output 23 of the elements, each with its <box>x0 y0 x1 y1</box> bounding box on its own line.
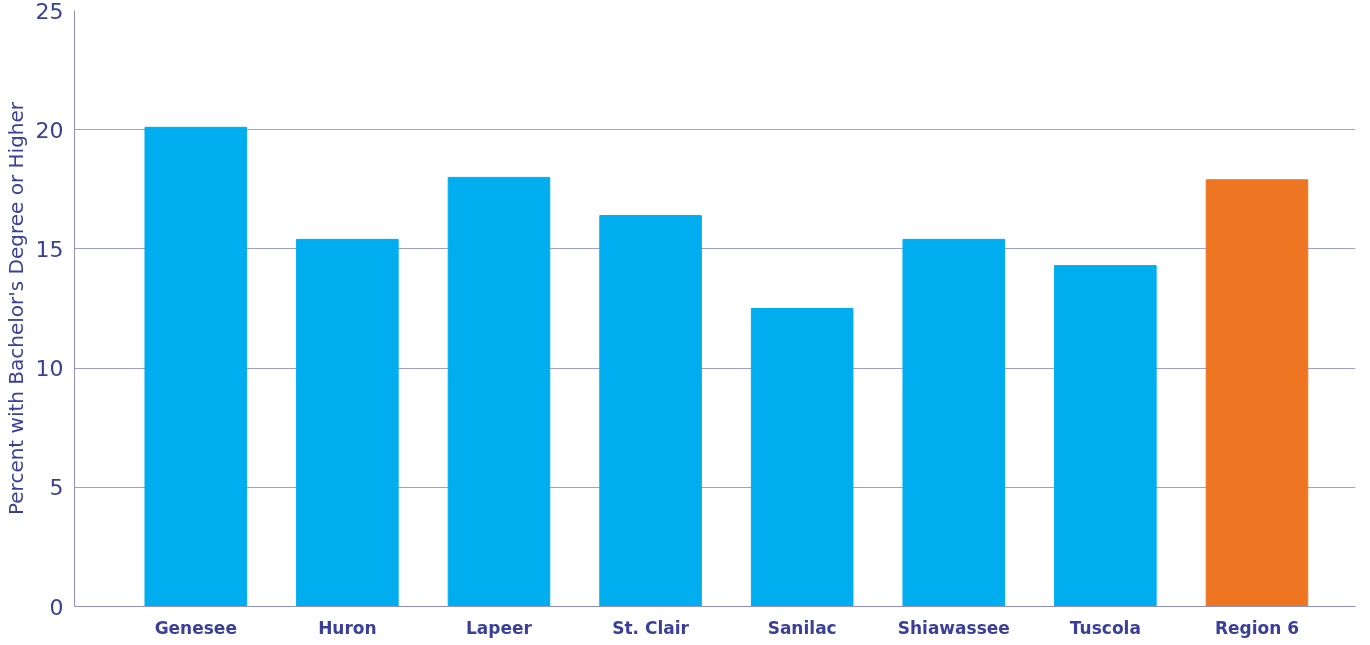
y-axis-title: Percent with Bachelor's Degree or Higher <box>3 101 28 516</box>
x-tick-label: Lapeer <box>466 617 533 638</box>
x-tick-label: Sanilac <box>767 617 837 638</box>
bar <box>1054 265 1157 607</box>
x-tick-label: Genesee <box>154 617 237 638</box>
x-tick-label: Region 6 <box>1214 617 1300 638</box>
bar <box>1205 179 1309 607</box>
x-tick-label: St. Clair <box>612 617 690 638</box>
y-tick-label: 0 <box>49 594 64 620</box>
y-tick-label: 10 <box>35 356 64 382</box>
y-tick-label: 15 <box>35 236 64 262</box>
bar <box>902 238 1006 607</box>
bar <box>296 238 399 607</box>
y-tick-label: 25 <box>35 0 64 24</box>
x-tick-label: Tuscola <box>1069 617 1141 638</box>
y-tick-label: 5 <box>49 475 64 501</box>
bar <box>599 215 702 607</box>
bar <box>750 308 854 607</box>
bar <box>144 126 248 607</box>
x-tick-label: Huron <box>318 617 377 638</box>
x-tick-label: Shiawassee <box>897 617 1010 638</box>
bar <box>447 176 551 607</box>
y-tick-label: 20 <box>35 117 64 143</box>
